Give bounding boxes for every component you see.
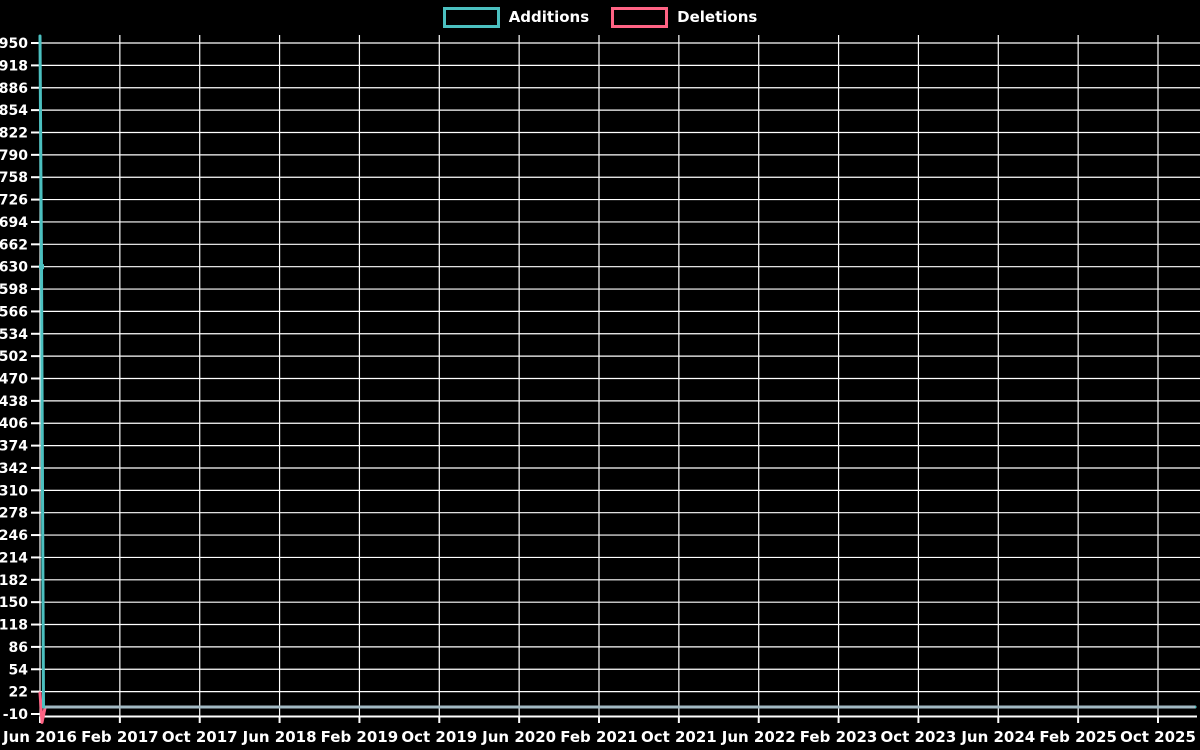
x-tick-label: Oct 2025: [1120, 728, 1196, 746]
additions-swatch-icon: [442, 7, 500, 28]
y-tick-label: 150: [0, 595, 28, 611]
y-tick-label: -10: [3, 707, 29, 723]
y-tick-label: 278: [0, 506, 28, 522]
y-tick-label: 950: [0, 36, 28, 52]
y-tick-label: 886: [0, 81, 28, 97]
x-tick-label: Oct 2017: [162, 728, 238, 746]
y-tick-label: 310: [0, 483, 28, 499]
axis-ticks: [31, 42, 1197, 723]
grid-lines: [39, 35, 1200, 717]
series-line-additions: [38, 34, 1197, 709]
x-tick-label: Feb 2023: [800, 728, 878, 746]
y-tick-label: 566: [0, 304, 28, 320]
y-tick-label: 22: [9, 685, 28, 701]
y-tick-label: 438: [0, 394, 28, 410]
y-tick-label: 694: [0, 215, 28, 231]
y-tick-label: 630: [0, 260, 28, 276]
y-tick-label: 246: [0, 528, 28, 544]
y-tick-label: 86: [9, 640, 28, 656]
legend-label-deletions: Deletions: [677, 8, 758, 26]
y-tick-label: 918: [0, 58, 28, 74]
x-tick-label: Feb 2017: [81, 728, 159, 746]
y-tick-label: 406: [0, 416, 28, 432]
x-tick-label: Oct 2019: [401, 728, 477, 746]
y-tick-label: 118: [0, 618, 28, 634]
chart-legend: Additions Deletions: [0, 7, 1200, 28]
y-tick-label: 790: [0, 148, 28, 164]
legend-label-additions: Additions: [508, 8, 590, 26]
x-tick-label: Feb 2019: [321, 728, 399, 746]
y-tick-label: 374: [0, 439, 28, 455]
deletions-swatch-icon: [611, 7, 669, 28]
y-tick-label: 182: [0, 573, 28, 589]
y-tick-label: 54: [9, 662, 29, 678]
x-tick-label: Jun 2024: [960, 728, 1035, 746]
y-tick-label: 726: [0, 193, 28, 209]
y-tick-label: 822: [0, 125, 28, 141]
additions-point-marker: [39, 264, 45, 270]
x-tick-label: Oct 2021: [641, 728, 717, 746]
series-lines: [38, 34, 1197, 724]
y-tick-label: 214: [0, 550, 28, 566]
y-tick-label: 502: [0, 349, 28, 365]
x-tick-label: Jun 2018: [242, 728, 317, 746]
x-tick-label: Jun 2020: [481, 728, 556, 746]
x-tick-label: Jun 2022: [721, 728, 796, 746]
y-tick-label: 342: [0, 461, 28, 477]
x-tick-label: Feb 2025: [1039, 728, 1117, 746]
y-tick-label: 598: [0, 282, 28, 298]
x-tick-label: Oct 2023: [881, 728, 957, 746]
legend-item-additions[interactable]: Additions: [442, 7, 590, 28]
y-tick-label: 758: [0, 170, 28, 186]
x-tick-label: Feb 2021: [560, 728, 638, 746]
y-tick-label: 854: [0, 103, 28, 119]
y-tick-label: 534: [0, 327, 28, 343]
y-tick-label: 662: [0, 237, 28, 253]
x-tick-label: Jun 2016: [2, 728, 77, 746]
legend-item-deletions[interactable]: Deletions: [611, 7, 757, 28]
y-tick-label: 470: [0, 372, 28, 388]
axis-labels: -10 22 54 86 118 150 182 214 246 278 310 342 374 406 4…: [0, 36, 1196, 746]
